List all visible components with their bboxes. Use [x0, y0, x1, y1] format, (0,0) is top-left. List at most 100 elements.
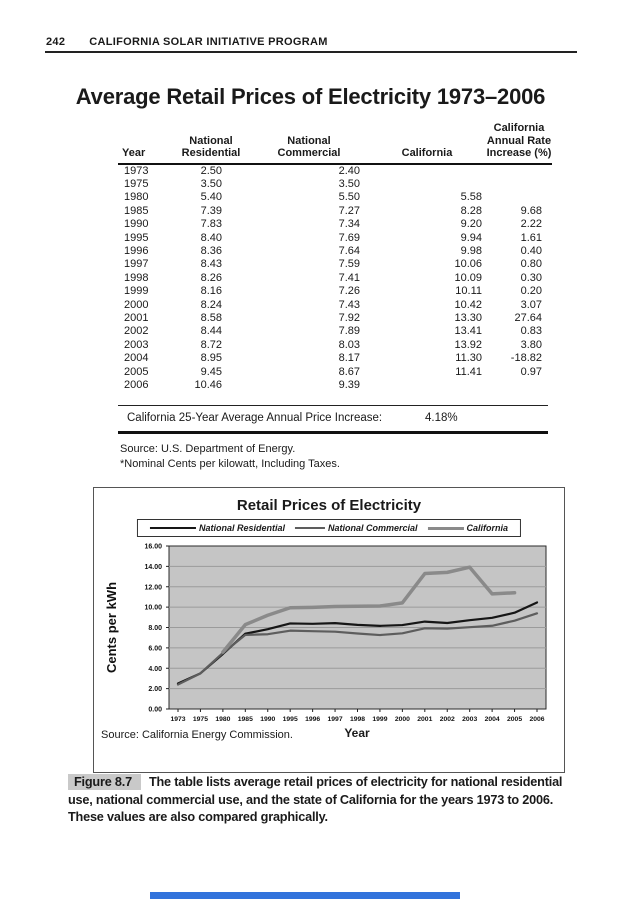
column-header: National Commercial — [277, 134, 341, 160]
table-cell: 1.61 — [520, 231, 542, 244]
table-cell: 11.41 — [455, 365, 482, 378]
table-cell: 8.40 — [200, 231, 222, 244]
y-tick-label: 4.00 — [148, 666, 162, 673]
table-row: 1973 2.50 2.40 — [118, 164, 552, 178]
table-cell: 7.27 — [338, 204, 360, 217]
chart-title: Retail Prices of Electricity — [236, 497, 422, 514]
column-header: Year — [122, 147, 146, 159]
table-cell: 13.92 — [454, 338, 482, 351]
table-cell: 8.72 — [200, 338, 222, 351]
table-cell: 10.42 — [454, 298, 482, 311]
y-tick-label: 10.00 — [144, 605, 162, 612]
y-tick-label: 6.00 — [148, 645, 162, 652]
table-cell: 2004 — [124, 352, 149, 365]
x-tick-label: 2001 — [417, 716, 432, 723]
table-cell: 3.50 — [200, 177, 222, 190]
table-row: 2004 8.95 8.17 11.30 -18.82 — [118, 352, 552, 365]
table-cell: 8.24 — [200, 298, 222, 311]
table-cell: 0.30 — [520, 271, 542, 284]
price-table-body: 1973 2.50 2.40 1975 3.50 3.50 1980 5.40 5.50 5.58… — [118, 164, 552, 393]
table-cell: 8.58 — [200, 311, 222, 324]
table-cell: 0.97 — [520, 365, 542, 378]
x-tick-label: 1990 — [260, 716, 275, 723]
series-line-national-commercial — [176, 612, 539, 686]
table-cell: 3.80 — [520, 338, 542, 351]
table-cell: 3.50 — [338, 177, 360, 190]
table-row: 1995 8.40 7.69 9.94 1.61 — [118, 232, 552, 245]
table-row: 1990 7.83 7.34 9.20 2.22 — [118, 218, 552, 231]
table-cell: 9.45 — [200, 365, 222, 378]
table-cell: 27.64 — [514, 311, 542, 324]
legend-line-sample — [294, 527, 325, 529]
table-cell: 10.09 — [454, 271, 482, 284]
summary-bottom-rule — [118, 431, 548, 435]
table-cell: 13.41 — [454, 325, 482, 338]
summary-row: California 25-Year Average Annual Price … — [118, 406, 548, 431]
chart-legend: National Residential National Commercial C… — [136, 519, 522, 537]
table-cell: 5.58 — [460, 191, 482, 204]
table-cell: 1996 — [124, 244, 149, 257]
page-number: 242 — [46, 36, 66, 48]
retail-prices-line-chart: 0.00 2.00 4.00 6.00 8.00 10.00 12.00 14.00 16.00… — [104, 544, 547, 723]
table-cell: 8.17 — [338, 352, 360, 365]
table-row: 1980 5.40 5.50 5.58 — [118, 191, 552, 204]
legend-line-sample — [149, 527, 196, 529]
x-tick-label: 2003 — [462, 716, 477, 723]
table-row: 1997 8.43 7.59 10.06 0.80 — [118, 258, 552, 271]
x-tick-label: 1997 — [328, 716, 343, 723]
table-cell: 8.43 — [200, 258, 222, 271]
table-row: 1998 8.26 7.41 10.09 0.30 — [118, 272, 552, 285]
table-row: 1975 3.50 3.50 — [118, 178, 552, 191]
table-cell — [486, 379, 552, 392]
table-cell: 8.67 — [338, 365, 360, 378]
legend-item: California — [427, 523, 508, 533]
y-tick-label: 12.00 — [144, 584, 162, 591]
table-cell: 7.34 — [338, 218, 360, 231]
table-cell: 8.28 — [460, 204, 482, 217]
table-cell: 1975 — [124, 177, 149, 190]
x-axis-title: Year — [344, 726, 370, 740]
chart-figure: Retail Prices of Electricity National Re… — [93, 487, 565, 773]
column-header: National Residential — [181, 134, 241, 160]
series-line-california — [221, 565, 517, 654]
table-cell: 7.83 — [200, 218, 222, 231]
table-cell: 10.06 — [454, 258, 482, 271]
table-cell: 7.89 — [338, 325, 360, 338]
figure-caption-text: The table lists average retail prices of… — [68, 775, 563, 824]
table-cell: 9.98 — [460, 244, 482, 257]
table-cell: 7.69 — [338, 231, 360, 244]
table-cell: 8.03 — [338, 338, 360, 351]
summary-label: California 25-Year Average Annual Price … — [127, 412, 383, 425]
column-header: California Annual Rate Increase (%) — [486, 122, 552, 159]
x-tick-label: 1999 — [372, 716, 387, 723]
table-cell: 5.50 — [338, 191, 360, 204]
x-tick-label: 1998 — [350, 716, 365, 723]
table-cell: 1990 — [124, 218, 149, 231]
x-tick-label: 1975 — [193, 716, 208, 723]
legend-item: National Residential — [149, 523, 285, 533]
x-tick-label: 1973 — [170, 716, 185, 723]
y-axis-title: Cents per kWh — [104, 582, 119, 673]
table-row: 2003 8.72 8.03 13.92 3.80 — [118, 339, 552, 352]
table-cell: 8.44 — [200, 325, 222, 338]
column-header: California — [401, 147, 453, 159]
price-table-head: Year National Residential National Commercia… — [118, 122, 552, 164]
table-footnote: *Nominal Cents per kilowatt, Including T… — [120, 457, 340, 470]
figure-caption: Figure 8.7 The table lists average retail… — [68, 774, 588, 827]
table-cell: 0.40 — [520, 244, 542, 257]
table-row: 2005 9.45 8.67 11.41 0.97 — [118, 366, 552, 379]
table-cell: 2002 — [124, 325, 149, 338]
legend-line-sample — [427, 526, 464, 530]
table-cell: 1997 — [124, 258, 149, 271]
table-cell: 1980 — [124, 191, 149, 204]
table-cell: 7.41 — [338, 271, 360, 284]
table-source: Source: U.S. Department of Energy. — [120, 443, 296, 456]
table-cell — [486, 178, 552, 191]
table-cell: 11.30 — [455, 352, 482, 365]
x-tick-label: 1980 — [215, 716, 230, 723]
x-tick-label: 2005 — [507, 716, 522, 723]
x-tick-label: 1985 — [238, 716, 253, 723]
table-bottom-rule — [118, 405, 548, 407]
table-row: 1999 8.16 7.26 10.11 0.20 — [118, 285, 552, 298]
